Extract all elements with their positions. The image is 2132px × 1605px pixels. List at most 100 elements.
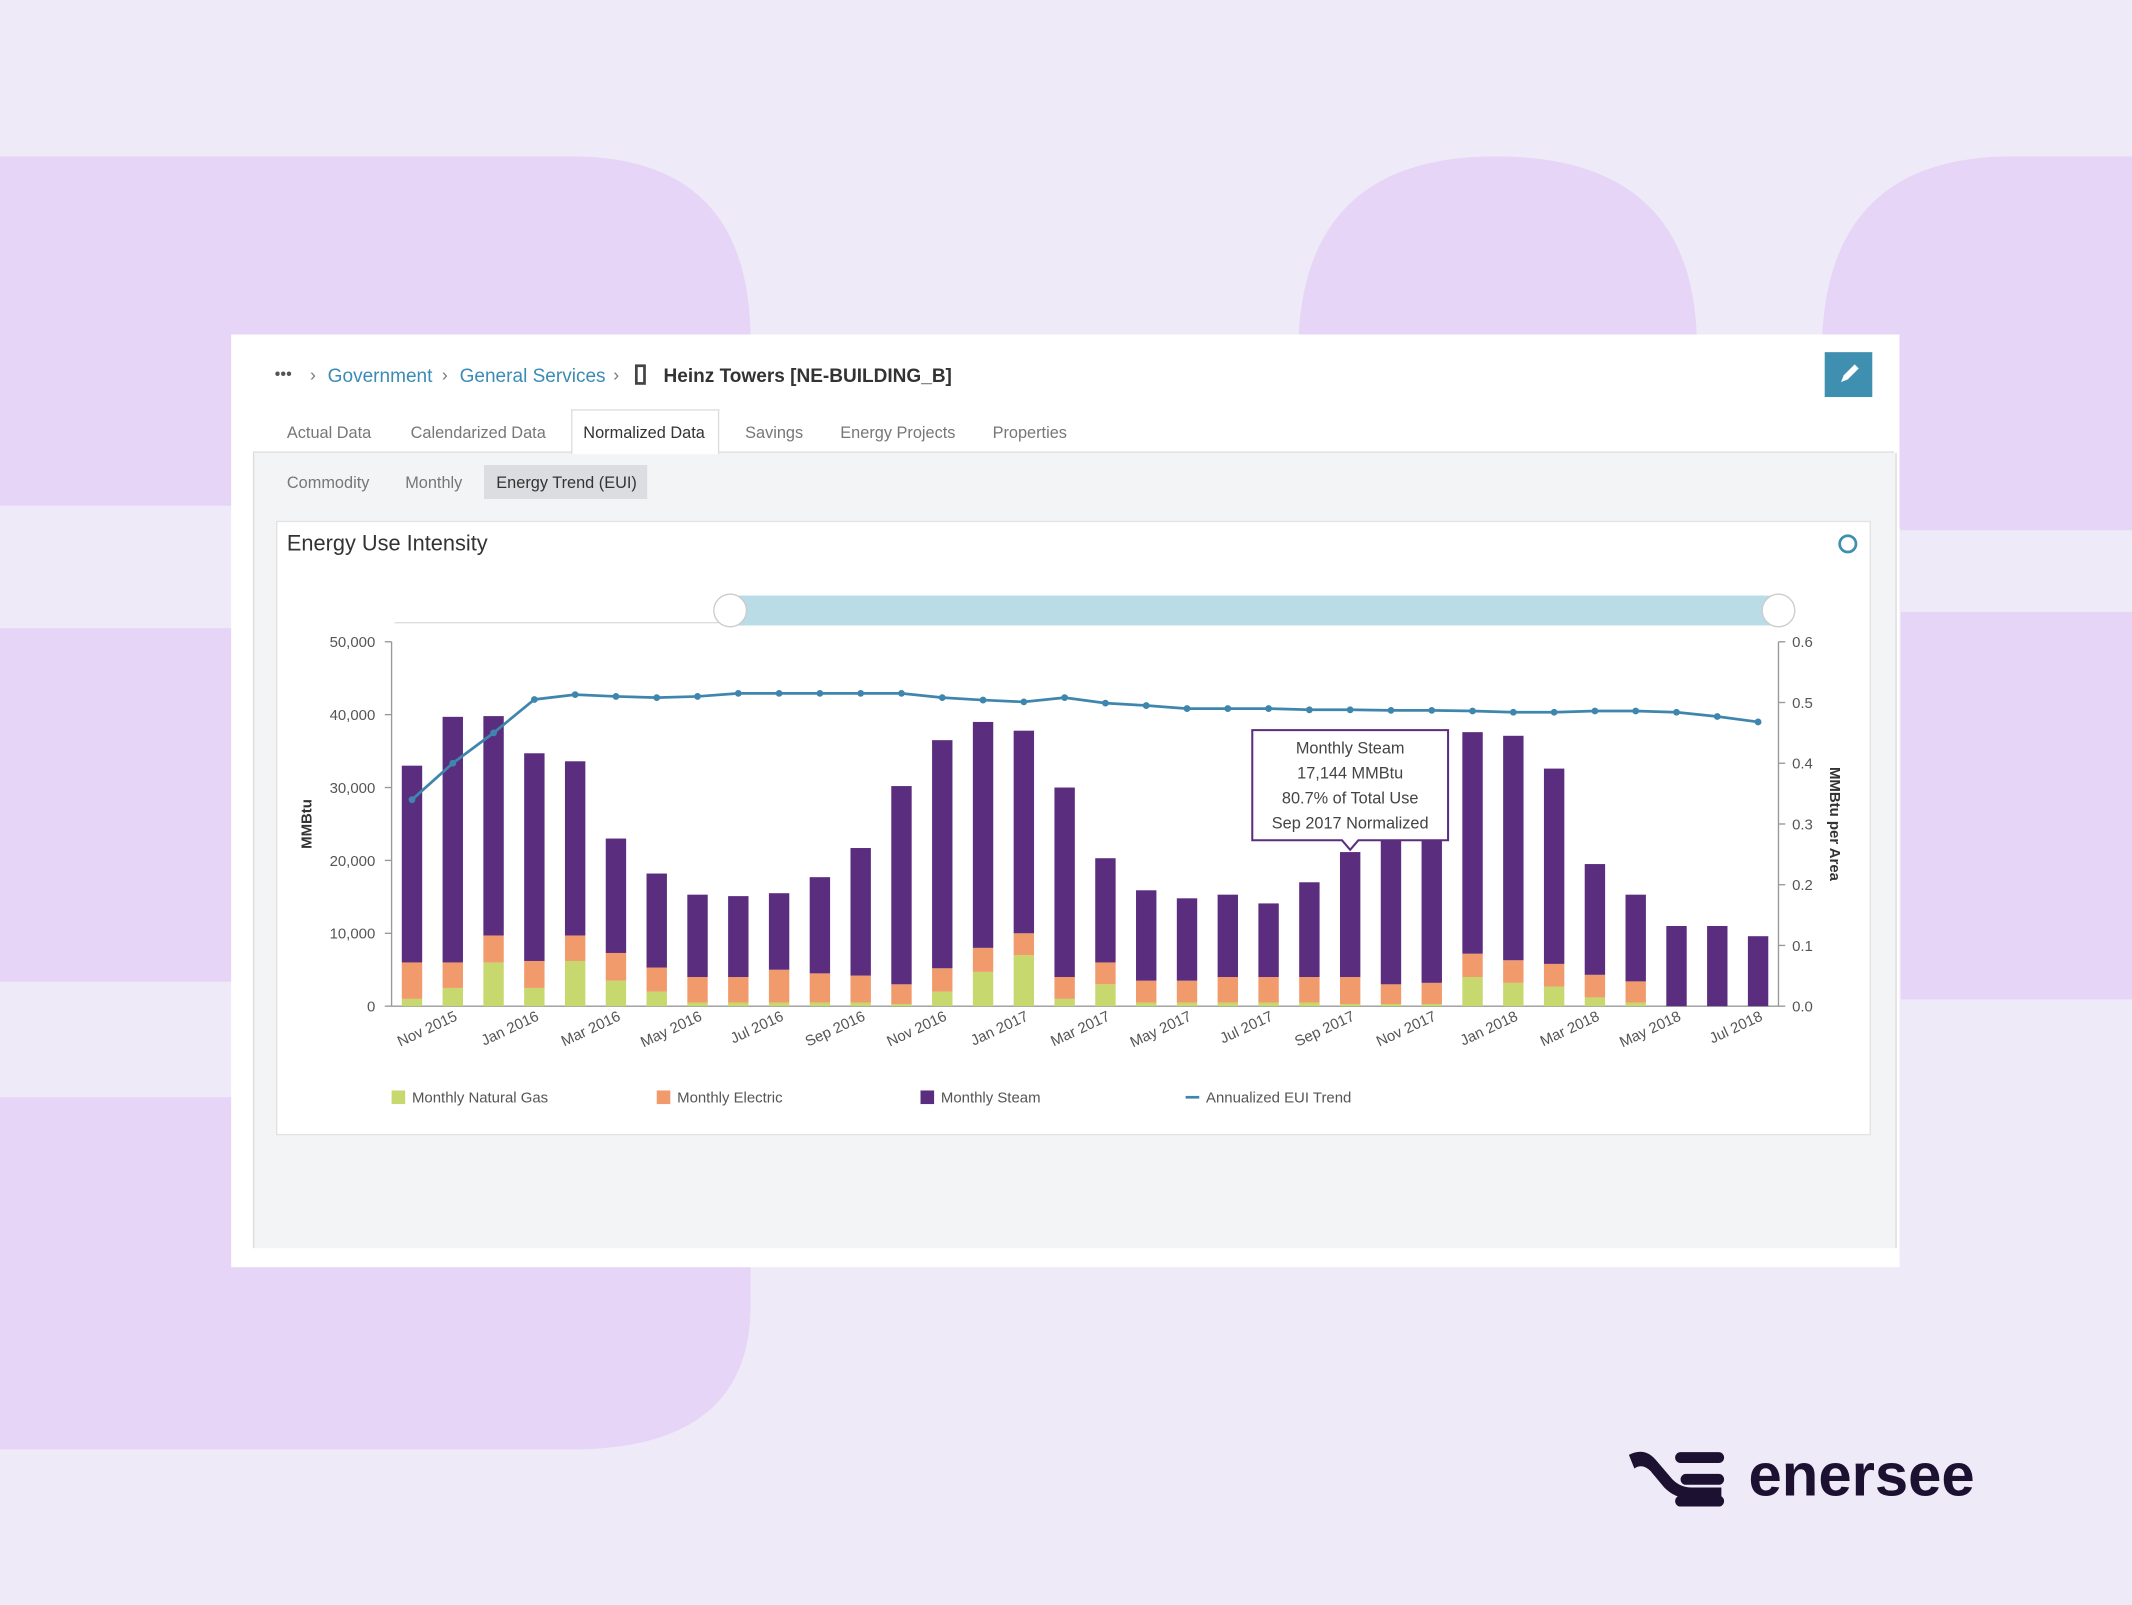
tooltip-text: 17,144 MMBtu: [1297, 764, 1403, 782]
bar-segment: [687, 1002, 708, 1007]
trend-point: [1102, 699, 1109, 707]
bar-segment: [1503, 982, 1524, 1007]
x-tick-label: Nov 2016: [884, 1008, 949, 1050]
trend-point: [1673, 708, 1680, 716]
zoom-icon[interactable]: [1838, 534, 1858, 554]
navigator-handle[interactable]: [1761, 593, 1796, 628]
y2-tick-label: 0.1: [1792, 938, 1813, 955]
bar-segment: [483, 962, 504, 1007]
bar-segment: [687, 977, 708, 1003]
bar-segment: [1299, 1002, 1320, 1007]
bar-segment: [1625, 1002, 1646, 1007]
edit-button[interactable]: [1824, 352, 1873, 398]
breadcrumb-link[interactable]: Government: [327, 364, 433, 387]
bar-segment: [1707, 926, 1728, 1007]
tab[interactable]: Savings: [745, 422, 804, 442]
x-tick-label: Mar 2016: [559, 1008, 623, 1050]
x-tick-label: May 2016: [638, 1008, 705, 1051]
y2-tick-label: 0.2: [1792, 877, 1813, 894]
tab[interactable]: Calendarized Data: [410, 422, 546, 442]
subtab[interactable]: Commodity: [286, 473, 370, 493]
subtab[interactable]: Monthly: [405, 473, 463, 493]
more[interactable]: •••: [274, 364, 292, 384]
bar-segment: [524, 987, 545, 1007]
y-tick-label: 50,000: [330, 634, 376, 651]
x-tick-label: Jul 2016: [728, 1008, 786, 1047]
x-tick-label: Nov 2015: [395, 1008, 460, 1050]
building-icon: [634, 364, 646, 385]
trend-point: [734, 689, 742, 697]
bar-segment: [1258, 977, 1279, 1003]
trend-point: [653, 694, 661, 702]
bar-segment: [564, 935, 586, 961]
bar-segment: [1503, 960, 1524, 983]
trend-point: [1387, 707, 1395, 714]
pencil-icon: [1841, 364, 1859, 383]
y2-axis-label: MMBtu per Area: [1826, 767, 1843, 882]
chart-title: Energy Use Intensity: [286, 532, 488, 557]
bar-segment: [1299, 882, 1320, 978]
bar-segment: [850, 975, 871, 1003]
bar-segment: [605, 838, 627, 953]
bar-segment: [1217, 977, 1238, 1003]
x-tick-label: Jul 2018: [1707, 1008, 1765, 1047]
trend-point: [1183, 705, 1191, 712]
legend-swatch: [656, 1090, 671, 1105]
bar-segment: [1503, 735, 1524, 961]
subtab[interactable]: Energy Trend (EUI): [496, 473, 637, 493]
tab[interactable]: Energy Projects: [840, 422, 956, 442]
trend-point: [1550, 708, 1558, 716]
bar-segment: [891, 1003, 912, 1007]
tooltip-text: Monthly Steam: [1296, 739, 1405, 757]
bar-segment: [1462, 953, 1483, 978]
tab[interactable]: Actual Data: [286, 422, 372, 442]
bar-segment: [1258, 903, 1279, 978]
bar-segment: [1013, 955, 1035, 1007]
navigator-range: [730, 595, 1779, 626]
bar-segment: [1176, 898, 1198, 981]
bar-segment: [1380, 809, 1402, 985]
bar-segment: [646, 967, 667, 992]
tooltip-text: 80.7% of Total Use: [1282, 790, 1418, 808]
legend-swatch: [920, 1090, 935, 1105]
bar-segment: [1584, 997, 1606, 1007]
tooltip-box: [1251, 729, 1450, 852]
bar-segment: [1339, 1003, 1361, 1007]
logo-icon: [1628, 1451, 1725, 1507]
bar-segment: [1299, 977, 1320, 1003]
trend-point: [530, 696, 538, 703]
breadcrumb-link[interactable]: General Services: [459, 364, 606, 387]
bar-segment: [850, 1002, 871, 1007]
bar-segment: [891, 984, 912, 1004]
trend-line: [411, 692, 1759, 801]
tooltip-text: Sep 2017 Normalized: [1272, 815, 1429, 833]
bar-segment: [809, 877, 831, 974]
legend-label: Monthly Natural Gas: [412, 1090, 548, 1107]
legend-label: Monthly Electric: [677, 1090, 783, 1107]
y-tick-label: 40,000: [330, 707, 376, 724]
bar-segment: [401, 962, 423, 999]
bar-segment: [1543, 986, 1565, 1007]
active-tab: [571, 409, 720, 455]
bar-segment: [1258, 1002, 1279, 1007]
trend-point: [979, 696, 987, 704]
trend-point: [816, 689, 824, 697]
x-tick-label: May 2017: [1127, 1008, 1194, 1051]
trend-point: [857, 689, 865, 697]
tab[interactable]: Normalized Data: [583, 422, 705, 442]
bar-segment: [1054, 998, 1075, 1007]
bar-segment: [728, 977, 749, 1003]
navigator-handle[interactable]: [713, 593, 748, 628]
bar-segment: [1176, 980, 1198, 1003]
y-tick-label: 10,000: [330, 926, 376, 943]
bar-segment: [564, 960, 586, 1007]
trend-point: [1346, 706, 1354, 714]
trend-point: [898, 689, 905, 697]
trend-point: [612, 693, 620, 700]
tab[interactable]: Properties: [992, 422, 1067, 442]
y-tick-label: 0: [367, 999, 375, 1016]
y2-tick-label: 0.6: [1792, 634, 1813, 651]
bar-segment: [564, 761, 586, 936]
